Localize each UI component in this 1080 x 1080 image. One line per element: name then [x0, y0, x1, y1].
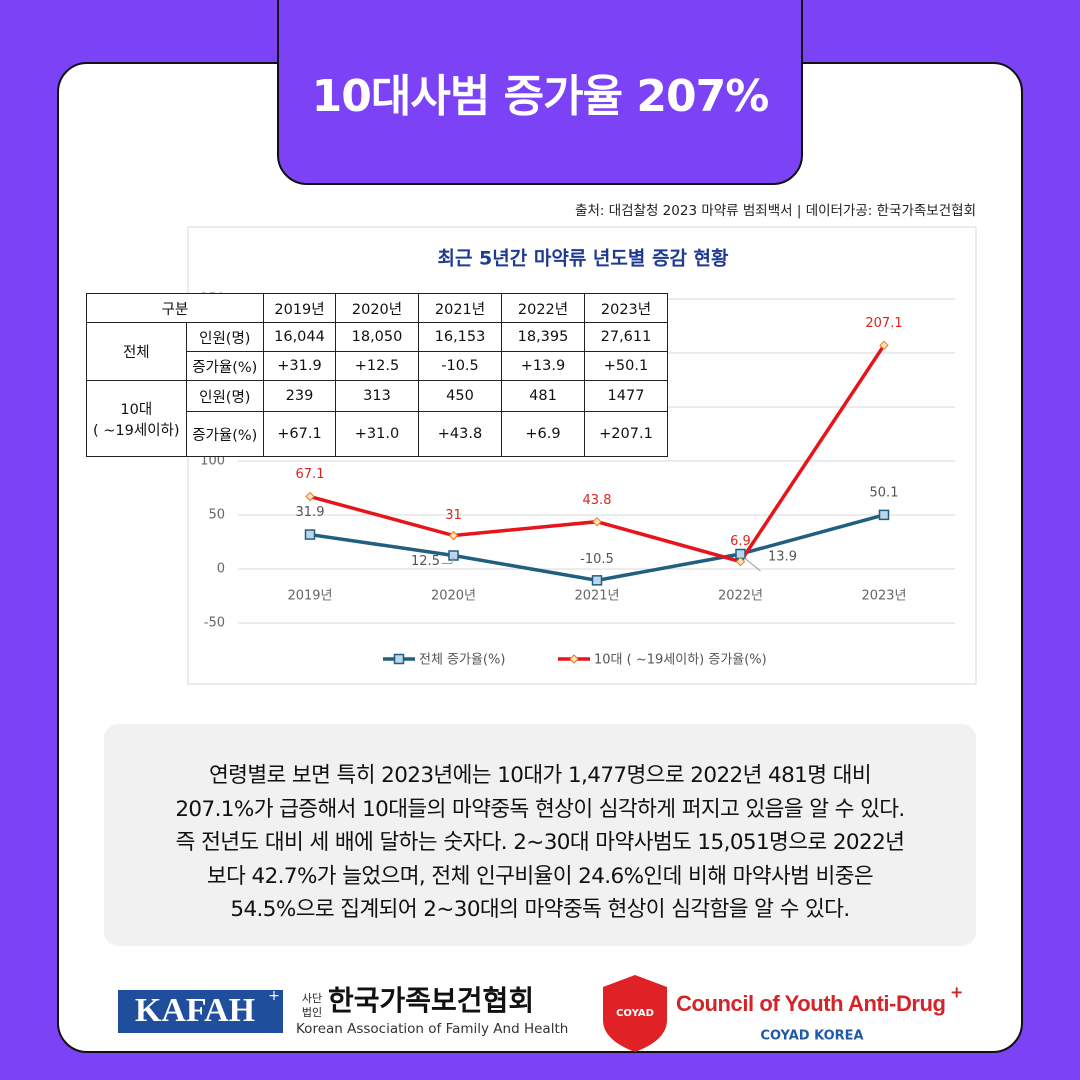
table-cell: 증가율(%) [185, 351, 265, 381]
paragraph-line: 207.1%가 급증해서 10대들의 마약중독 현상이 심각하게 퍼지고 있음을… [175, 796, 905, 822]
kafah-prefix: 사단 [302, 992, 322, 1005]
kafah-name: 한국가족보건협회 [328, 984, 534, 1017]
table-cell: +13.9 [501, 351, 585, 381]
data-label: 31 [445, 508, 462, 523]
kafah-english: Korean Association of Family And Health [296, 1021, 568, 1037]
source-note: 출처: 대검찰청 2023 마약류 범죄백서 | 데이터가공: 한국가족보건협회 [575, 203, 976, 219]
table-cell: +31.0 [335, 411, 419, 457]
table-cell: 18,050 [335, 322, 419, 352]
coyad-shield [603, 975, 667, 1052]
table-cell: 313 [335, 380, 419, 412]
group-name: 10대 [120, 401, 153, 418]
table-row: 구분 2019년 2020년 2021년 2022년 2023년 [86, 293, 668, 323]
page-title: 10대사범 증가율 207% [311, 71, 770, 122]
coyad-plus: + [950, 983, 963, 1002]
x-tick-label: 2021년 [574, 589, 619, 604]
table-cell: +6.9 [501, 411, 585, 457]
table-cell: +43.8 [418, 411, 502, 457]
table-cell: +50.1 [584, 351, 668, 381]
table-cell: -10.5 [418, 351, 502, 381]
marker [592, 516, 602, 527]
marker [735, 556, 746, 567]
table-cell: 2020년 [335, 293, 419, 323]
table-cell: 481 [501, 380, 585, 412]
table-cell: 전체 [86, 322, 187, 381]
table-cell: 2023년 [584, 293, 668, 323]
chart-title: 최근 5년간 마약류 년도별 증감 현황 [437, 247, 729, 270]
marker [448, 550, 459, 561]
table-cell: 27,611 [584, 322, 668, 352]
table-row: 증가율(%) +31.9 +12.5 -10.5 +13.9 +50.1 [87, 351, 668, 381]
data-label: 31.9 [296, 505, 325, 520]
kafah-prefix: 법인 [302, 1006, 322, 1019]
table-cell: 16,153 [418, 322, 502, 352]
marker [304, 529, 316, 540]
kafah-logo: KAFAH [135, 992, 255, 1029]
data-label: 13.9 [768, 549, 797, 564]
footer: KAFAH + 사단 법인 한국가족보건협회 Korean Associatio… [118, 975, 963, 1052]
data-label: 6.9 [730, 534, 751, 549]
table-cell: 239 [263, 380, 336, 412]
legend-label: 전체 증가율(%) [419, 653, 505, 668]
table-cell: 인원(명) [185, 322, 265, 352]
x-tick-label: 2023년 [861, 589, 906, 604]
marker [879, 340, 889, 351]
table-cell: 인원(명) [185, 380, 265, 412]
leader-line [441, 557, 454, 564]
table-cell: 2019년 [263, 293, 336, 323]
group-name: ( ~19세이하) [93, 422, 180, 439]
marker [448, 530, 459, 541]
y-tick-label: -50 [204, 616, 225, 631]
y-tick-label: 0 [217, 562, 225, 577]
coyad-badge: COYAD [616, 1008, 654, 1019]
y-tick-label: 50 [208, 508, 225, 523]
header-tab [277, 0, 803, 185]
legend-label: 10대 ( ~19세이하) 증가율(%) [594, 653, 767, 668]
table-cell: 1477 [584, 380, 668, 412]
x-tick-label: 2019년 [287, 589, 332, 604]
table-cell: 18,395 [501, 322, 585, 352]
data-label: -10.5 [580, 552, 614, 567]
paragraph-line: 보다 42.7%가 늘었으며, 전체 인구비율이 24.6%인데 비해 마약사범… [206, 863, 874, 889]
table-row: 10대 ( ~19세이하) 인원(명) 239 313 450 481 1477 [86, 380, 668, 457]
data-label: 67.1 [296, 467, 325, 482]
legend-marker [569, 654, 579, 664]
text-box [104, 724, 976, 946]
data-label: 43.8 [583, 493, 612, 508]
marker [591, 575, 603, 586]
data-table: 구분 2019년 2020년 2021년 2022년 2023년 전체 인원(명) 16,044… [86, 293, 668, 457]
legend-marker [393, 653, 405, 665]
data-label: 50.1 [870, 485, 899, 500]
x-tick-label: 2022년 [718, 589, 763, 604]
table-cell: +207.1 [584, 411, 668, 457]
paragraph-line: 즉 전년도 대비 세 배에 달하는 숫자다. 2~30대 마약사범도 15,05… [175, 830, 905, 855]
leader-line [744, 557, 761, 572]
kafah-box [118, 990, 283, 1033]
paragraph-line: 연령별로 보면 특히 2023년에는 10대가 1,477명으로 2022년 4… [208, 763, 872, 788]
table-cell: 2022년 [501, 293, 585, 323]
table-row: 전체 인원(명) 16,044 18,050 16,153 18,395 27,611 [86, 322, 668, 381]
table-cell: 10대 ( ~19세이하) [86, 380, 187, 457]
table-cell: 16,044 [263, 322, 336, 352]
coyad-name: Council of Youth Anti-Drug [676, 991, 946, 1016]
table-row: 증가율(%) +67.1 +31.0 +43.8 +6.9 +207.1 [87, 411, 668, 457]
kafah-plus: + [268, 988, 280, 1004]
x-tick-label: 2020년 [431, 589, 476, 604]
table-cell: +12.5 [335, 351, 419, 381]
table-cell: +31.9 [263, 351, 336, 381]
data-label: 12.5 [411, 554, 440, 569]
table-cell: 구분 [86, 293, 264, 323]
table-cell: 증가율(%) [185, 411, 265, 457]
table-cell: 450 [418, 380, 502, 412]
paragraph-line: 54.5%으로 집계되어 2~30대의 마약중독 현상이 심각함을 알 수 있다… [230, 897, 850, 922]
coyad-sub: COYAD KOREA [760, 1029, 863, 1044]
marker [305, 491, 315, 502]
table-cell: 2021년 [418, 293, 502, 323]
data-label: 207.1 [865, 316, 902, 331]
y-tick-label: 100 [200, 454, 225, 469]
marker [878, 509, 890, 521]
table-cell: +67.1 [263, 411, 336, 457]
group-name: 전체 [122, 345, 150, 361]
